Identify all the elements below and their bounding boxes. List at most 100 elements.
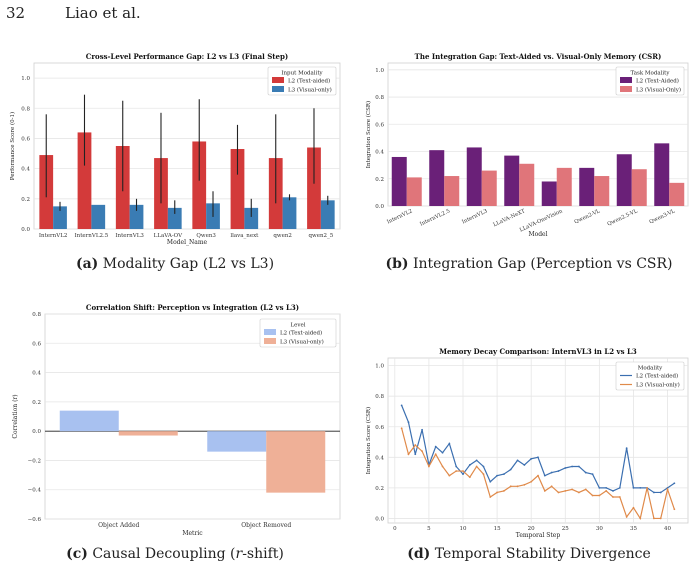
data-point <box>468 464 471 466</box>
data-point <box>537 474 539 477</box>
y-tick-label: 0.2 <box>375 177 384 183</box>
bar <box>167 207 182 229</box>
y-tick-label: 0.6 <box>32 341 41 347</box>
bar <box>77 132 92 229</box>
y-axis-label: Performance Score (0-1) <box>9 112 16 180</box>
x-tick-label: 40 <box>664 526 671 532</box>
data-point <box>605 486 608 489</box>
data-point <box>550 485 553 488</box>
data-point <box>407 453 410 456</box>
bar <box>192 141 207 229</box>
x-axis-label: Metric <box>182 530 203 537</box>
data-point <box>530 480 533 483</box>
x-tick-label: 15 <box>494 526 501 532</box>
y-tick-label: 0.0 <box>375 204 384 210</box>
data-point <box>639 486 642 489</box>
caption-a: (a) Modality Gap (L2 vs L3) <box>0 256 350 272</box>
chart-title: Cross-Level Performance Gap: L2 vs L3 (F… <box>86 52 288 61</box>
data-point <box>605 490 608 492</box>
chart-d-svg: 0.0 0.2 0.4 0.6 0.8 1.0 Memory Decay Compariso… <box>365 347 689 539</box>
chart-correlation-shift: −0.6 −0.4 −0.2 0.0 0.2 0.4 0.6 0.8 Correlation S… <box>0 294 350 544</box>
data-point <box>571 465 573 468</box>
x-tick-label: InternVL2.5 <box>75 233 109 239</box>
chart-title: Memory Decay Comparison: InternVL3 in L2… <box>439 347 637 356</box>
bar <box>616 154 632 206</box>
data-point <box>448 442 451 445</box>
data-point <box>564 467 567 469</box>
legend-swatch <box>264 329 276 335</box>
data-point <box>618 496 621 498</box>
data-point <box>653 491 655 494</box>
data-point <box>509 468 512 471</box>
caption-d-text: Temporal Stability Divergence <box>434 546 651 562</box>
data-point <box>475 465 478 468</box>
page-number: 32 <box>6 4 26 22</box>
bar <box>207 431 267 452</box>
data-point <box>462 470 464 472</box>
data-point <box>441 451 444 454</box>
x-tick-label: LLaVA-OV <box>154 233 183 239</box>
bar <box>444 176 460 206</box>
bar <box>118 431 178 436</box>
data-point <box>489 496 492 498</box>
data-point <box>557 491 560 494</box>
data-point <box>489 480 492 483</box>
data-point <box>659 491 662 494</box>
data-point <box>584 471 587 474</box>
y-tick-label: 0.2 <box>21 197 30 203</box>
bar <box>631 169 647 206</box>
data-point <box>659 517 662 520</box>
bar <box>266 431 326 493</box>
legend-title: Task Modality <box>630 71 670 77</box>
data-point <box>455 465 458 468</box>
bar <box>59 410 119 432</box>
data-point <box>503 490 505 492</box>
bar <box>654 143 670 206</box>
data-point <box>550 471 553 474</box>
y-tick-label: 0.0 <box>375 516 384 522</box>
x-tick-label: LLaVA-NeXT <box>492 208 526 228</box>
data-point <box>482 473 485 476</box>
caption-a-label: (a) <box>75 256 99 272</box>
caption-d-label: (d) <box>407 546 431 562</box>
x-axis-label: Model_Name <box>167 239 208 246</box>
bar <box>481 170 497 206</box>
data-point <box>400 404 403 407</box>
data-point <box>653 517 655 520</box>
y-tick-label: −0.6 <box>28 517 42 523</box>
legend-swatch <box>272 86 284 92</box>
x-tick-label: 25 <box>562 526 569 532</box>
chart-b-svg: 0.0 0.2 0.4 0.6 0.8 1.0 The Integration Gap: T… <box>365 52 689 238</box>
caption-c: (c) Causal Decoupling (r-shift) <box>0 546 350 562</box>
data-point <box>503 473 505 476</box>
y-tick-label: 0.8 <box>375 95 384 101</box>
y-tick-label: 0.2 <box>375 486 384 492</box>
chart-c-svg: −0.6 −0.4 −0.2 0.0 0.2 0.4 0.6 0.8 Correlation S… <box>12 303 341 537</box>
bar <box>406 177 422 206</box>
data-point <box>468 476 471 479</box>
y-tick-label: 1.0 <box>375 364 384 370</box>
data-point <box>428 465 430 468</box>
x-tick-label: Object Removed <box>241 522 291 529</box>
data-point <box>421 450 423 453</box>
data-point <box>612 496 614 498</box>
running-head: Liao et al. <box>65 4 141 22</box>
bar <box>391 156 407 206</box>
bar <box>541 181 557 206</box>
legend-label: L2 (Text-Aided) <box>636 78 679 85</box>
x-tick-label: InternVL2.5 <box>419 208 451 227</box>
x-tick-label: InternVL2 <box>386 208 413 225</box>
caption-b-text: Integration Gap (Perception vs CSR) <box>412 256 673 272</box>
bar <box>556 167 572 206</box>
data-point <box>537 456 539 459</box>
x-tick-label: Qwen2.5-VL <box>607 208 640 227</box>
chart-integration-gap: 0.0 0.2 0.4 0.6 0.8 1.0 The Integration Gap: T… <box>358 44 700 254</box>
y-axis-label: Integration Score (CSR) <box>365 407 372 474</box>
legend-swatch <box>620 86 632 92</box>
y-tick-label: 0.4 <box>21 167 30 173</box>
y-axis-label: Integration Score (CSR) <box>365 101 372 168</box>
caption-a-text: Modality Gap (L2 vs L3) <box>102 256 275 272</box>
legend-label: L3 (Visual-only) <box>280 339 324 346</box>
data-point <box>448 474 451 477</box>
legend-box <box>259 318 337 348</box>
